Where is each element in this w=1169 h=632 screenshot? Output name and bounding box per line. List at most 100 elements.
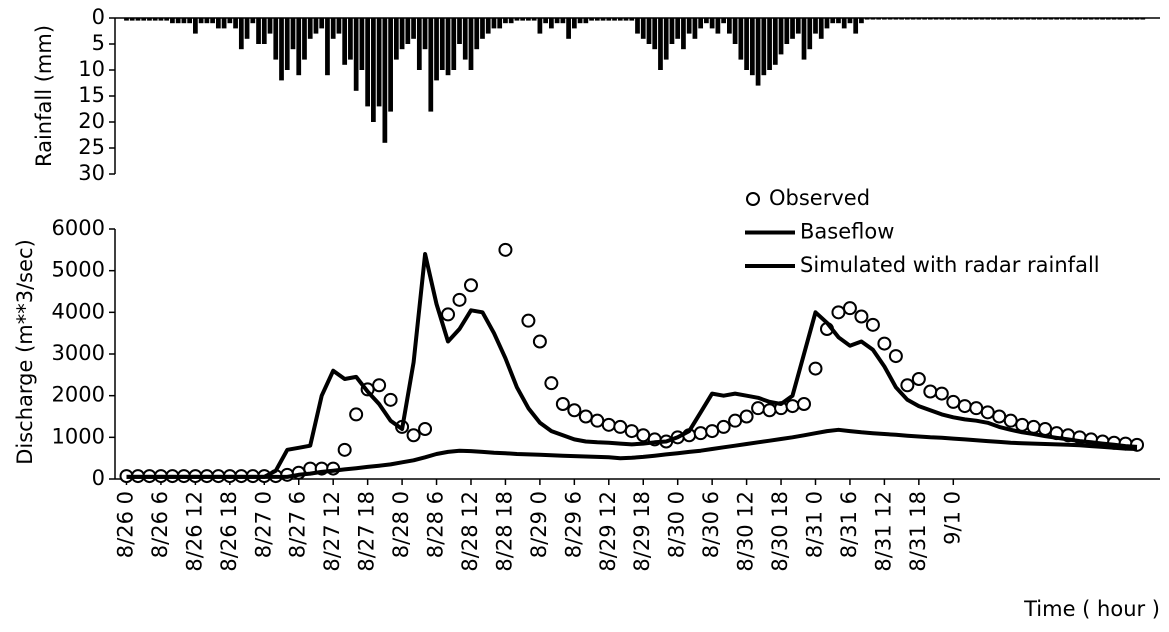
bar: [267, 18, 273, 34]
data-point: [865, 317, 880, 332]
bar: [904, 18, 910, 20]
line-series: [126, 252, 1138, 479]
bar: [847, 18, 853, 24]
bar: [991, 18, 996, 20]
x-tick-label: 8/29 18: [630, 491, 654, 572]
bar: [330, 18, 336, 39]
x-tick-label: 8/30 6: [699, 491, 723, 558]
x-tick-label: 8/31 6: [837, 491, 861, 558]
y-tick-label: 4000: [52, 299, 105, 323]
bar: [439, 18, 445, 70]
bar: [1037, 18, 1042, 20]
bar: [531, 18, 537, 21]
bar: [968, 18, 973, 20]
bar: [950, 18, 956, 20]
bar: [503, 18, 508, 24]
data-point: [406, 428, 421, 443]
bar: [1123, 18, 1128, 20]
bar: [899, 18, 904, 20]
bar: [571, 18, 577, 29]
data-point: [1003, 413, 1018, 428]
bar: [342, 18, 348, 65]
data-point: [808, 361, 823, 376]
bar: [129, 18, 135, 21]
bar: [359, 18, 365, 70]
legend-label: Observed: [769, 186, 870, 210]
legend-label: Simulated with radar rainfall: [800, 253, 1100, 277]
bar: [1111, 18, 1117, 20]
bar: [704, 18, 709, 24]
y-tick-label: 0: [92, 466, 105, 490]
bar: [1117, 18, 1123, 20]
bar: [922, 18, 927, 20]
data-point: [337, 442, 352, 457]
bar: [238, 18, 244, 50]
bar: [273, 18, 279, 60]
bar: [227, 18, 233, 24]
bar: [296, 18, 302, 76]
bar: [244, 18, 250, 39]
data-point: [946, 394, 961, 409]
bar: [233, 18, 238, 29]
bar: [882, 18, 887, 20]
x-tick-label: 8/27 6: [286, 491, 310, 558]
bar: [600, 18, 606, 21]
data-point: [544, 376, 559, 391]
bar: [640, 18, 646, 39]
bar: [1071, 18, 1077, 20]
bar: [302, 18, 307, 60]
bar: [790, 18, 795, 39]
bar: [1077, 18, 1082, 20]
bar: [744, 18, 749, 70]
bar: [1065, 18, 1071, 20]
bar: [623, 18, 629, 21]
bar: [755, 18, 761, 86]
data-point: [934, 386, 949, 401]
bar: [594, 18, 600, 21]
x-tick-label: 8/29 12: [596, 491, 620, 572]
bar: [767, 18, 772, 70]
bar: [135, 18, 141, 21]
bar: [893, 18, 899, 20]
bar: [1008, 18, 1014, 20]
x-tick-label: 8/31 12: [871, 491, 895, 572]
y-tick-label: 10: [78, 57, 105, 81]
data-point: [452, 292, 467, 307]
bar: [606, 18, 612, 21]
bar: [807, 18, 813, 50]
bar: [853, 18, 859, 34]
y-tick-label: 5000: [52, 258, 105, 282]
bar: [261, 18, 267, 44]
x-tick-label: 8/30 12: [734, 491, 758, 572]
bar: [887, 18, 893, 20]
bar: [698, 18, 704, 29]
bar: [204, 18, 210, 24]
y-tick-label: 20: [78, 109, 105, 133]
bar: [916, 18, 922, 20]
bar: [962, 18, 968, 20]
data-point: [521, 313, 536, 328]
x-tick-label: 8/31 18: [906, 491, 930, 572]
x-tick-label: 8/26 0: [113, 491, 137, 558]
x-tick-label: 8/29 6: [561, 491, 585, 558]
data-point: [418, 422, 433, 436]
bar: [485, 18, 491, 34]
bar: [353, 18, 359, 91]
data-point: [1038, 422, 1053, 436]
bar: [910, 18, 916, 20]
bar: [1134, 18, 1140, 20]
data-point: [1015, 417, 1030, 432]
bar: [818, 18, 824, 39]
bar: [175, 18, 181, 24]
bar: [933, 18, 939, 20]
legend-label: Baseflow: [800, 220, 894, 244]
bar: [279, 18, 284, 81]
x-tick-label: 8/28 18: [492, 491, 516, 572]
bar: [761, 18, 767, 76]
bar: [399, 18, 405, 50]
bar: [583, 18, 589, 24]
data-point: [601, 417, 616, 432]
data-point: [567, 403, 582, 418]
bar: [405, 18, 411, 44]
